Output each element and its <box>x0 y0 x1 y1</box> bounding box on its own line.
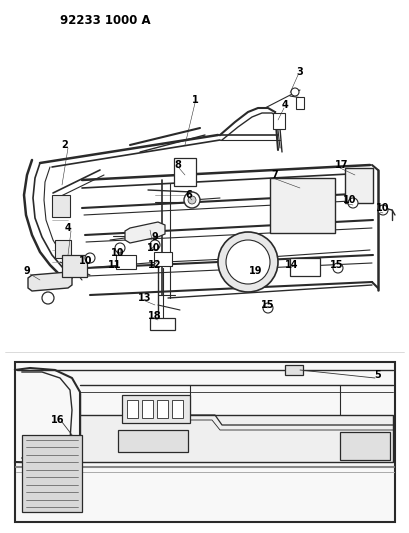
Circle shape <box>218 232 278 292</box>
FancyBboxPatch shape <box>55 240 71 258</box>
FancyBboxPatch shape <box>296 97 304 109</box>
Circle shape <box>348 198 358 208</box>
Text: 10: 10 <box>147 243 161 253</box>
Circle shape <box>378 205 388 215</box>
FancyBboxPatch shape <box>62 255 87 277</box>
Text: 7: 7 <box>272 170 279 180</box>
FancyBboxPatch shape <box>340 432 390 460</box>
Circle shape <box>263 303 273 313</box>
Text: 10: 10 <box>79 256 93 266</box>
Text: 4: 4 <box>282 100 288 110</box>
FancyBboxPatch shape <box>290 258 320 276</box>
FancyBboxPatch shape <box>118 430 188 452</box>
Text: 1: 1 <box>192 95 198 105</box>
FancyBboxPatch shape <box>80 415 393 462</box>
FancyBboxPatch shape <box>154 252 172 266</box>
Text: 10: 10 <box>343 195 357 205</box>
Text: 17: 17 <box>335 160 349 170</box>
Text: 4: 4 <box>65 223 72 233</box>
Text: 11: 11 <box>108 260 122 270</box>
Text: 6: 6 <box>186 190 192 200</box>
Circle shape <box>115 243 125 253</box>
Text: 16: 16 <box>51 415 65 425</box>
Text: 14: 14 <box>285 260 299 270</box>
FancyBboxPatch shape <box>22 435 82 512</box>
Text: 5: 5 <box>375 370 381 380</box>
Text: 3: 3 <box>297 67 303 77</box>
FancyBboxPatch shape <box>172 400 183 418</box>
Text: 9: 9 <box>152 232 158 242</box>
Text: 18: 18 <box>148 311 162 321</box>
Text: 10: 10 <box>376 203 390 213</box>
Text: 15: 15 <box>261 300 275 310</box>
FancyBboxPatch shape <box>52 195 70 217</box>
Text: 19: 19 <box>249 266 263 276</box>
FancyBboxPatch shape <box>174 158 196 186</box>
FancyBboxPatch shape <box>273 113 285 129</box>
Circle shape <box>226 240 270 284</box>
FancyBboxPatch shape <box>150 318 175 330</box>
FancyBboxPatch shape <box>127 400 138 418</box>
Circle shape <box>184 192 200 208</box>
FancyBboxPatch shape <box>116 255 136 269</box>
Text: 13: 13 <box>138 293 152 303</box>
FancyBboxPatch shape <box>157 400 168 418</box>
Circle shape <box>333 263 343 273</box>
Polygon shape <box>125 222 165 243</box>
Text: 8: 8 <box>175 160 182 170</box>
FancyBboxPatch shape <box>142 400 153 418</box>
Circle shape <box>291 88 299 96</box>
Text: 15: 15 <box>330 260 344 270</box>
Circle shape <box>85 253 95 263</box>
Polygon shape <box>28 272 72 291</box>
Text: 92233 1000 A: 92233 1000 A <box>60 14 151 27</box>
FancyBboxPatch shape <box>15 362 395 522</box>
Text: 12: 12 <box>148 260 162 270</box>
Text: 10: 10 <box>111 248 125 258</box>
Text: 2: 2 <box>62 140 68 150</box>
FancyBboxPatch shape <box>345 168 373 203</box>
FancyBboxPatch shape <box>122 395 190 423</box>
FancyBboxPatch shape <box>285 365 303 375</box>
Circle shape <box>188 196 196 204</box>
Circle shape <box>42 292 54 304</box>
FancyBboxPatch shape <box>270 178 335 233</box>
Circle shape <box>150 240 160 250</box>
Text: 9: 9 <box>24 266 30 276</box>
